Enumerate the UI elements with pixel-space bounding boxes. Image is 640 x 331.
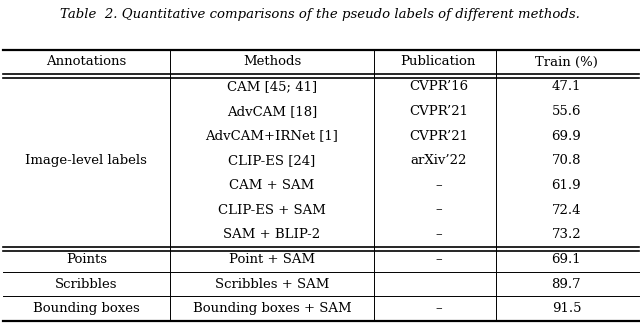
- Text: CAM [45; 41]: CAM [45; 41]: [227, 80, 317, 93]
- Text: –: –: [435, 179, 442, 192]
- Text: –: –: [435, 228, 442, 241]
- Text: CLIP-ES [24]: CLIP-ES [24]: [228, 154, 316, 167]
- Text: Methods: Methods: [243, 56, 301, 69]
- Text: SAM + BLIP-2: SAM + BLIP-2: [223, 228, 321, 241]
- Text: Scribbles + SAM: Scribbles + SAM: [215, 278, 329, 291]
- Text: Annotations: Annotations: [46, 56, 127, 69]
- Text: 55.6: 55.6: [552, 105, 581, 118]
- Text: CLIP-ES + SAM: CLIP-ES + SAM: [218, 204, 326, 216]
- Text: 69.1: 69.1: [552, 253, 581, 266]
- Text: 47.1: 47.1: [552, 80, 581, 93]
- Text: AdvCAM [18]: AdvCAM [18]: [227, 105, 317, 118]
- Text: CVPR’21: CVPR’21: [409, 129, 468, 143]
- Text: 91.5: 91.5: [552, 302, 581, 315]
- Text: 69.9: 69.9: [552, 129, 581, 143]
- Text: Points: Points: [66, 253, 107, 266]
- Text: Train (%): Train (%): [535, 56, 598, 69]
- Text: 73.2: 73.2: [552, 228, 581, 241]
- Text: –: –: [435, 253, 442, 266]
- Text: –: –: [435, 204, 442, 216]
- Text: Publication: Publication: [401, 56, 476, 69]
- Text: Point + SAM: Point + SAM: [229, 253, 315, 266]
- Text: CAM + SAM: CAM + SAM: [229, 179, 315, 192]
- Text: AdvCAM+IRNet [1]: AdvCAM+IRNet [1]: [205, 129, 339, 143]
- Text: 61.9: 61.9: [552, 179, 581, 192]
- Text: Bounding boxes + SAM: Bounding boxes + SAM: [193, 302, 351, 315]
- Text: Image-level labels: Image-level labels: [26, 154, 147, 167]
- Text: Table  2. Quantitative comparisons of the pseudo labels of different methods.: Table 2. Quantitative comparisons of the…: [60, 8, 580, 21]
- Text: 72.4: 72.4: [552, 204, 581, 216]
- Text: 70.8: 70.8: [552, 154, 581, 167]
- Text: 89.7: 89.7: [552, 278, 581, 291]
- Text: CVPR’21: CVPR’21: [409, 105, 468, 118]
- Text: arXiv’22: arXiv’22: [410, 154, 467, 167]
- Text: CVPR’16: CVPR’16: [409, 80, 468, 93]
- Text: –: –: [435, 302, 442, 315]
- Text: Bounding boxes: Bounding boxes: [33, 302, 140, 315]
- Text: Scribbles: Scribbles: [55, 278, 118, 291]
